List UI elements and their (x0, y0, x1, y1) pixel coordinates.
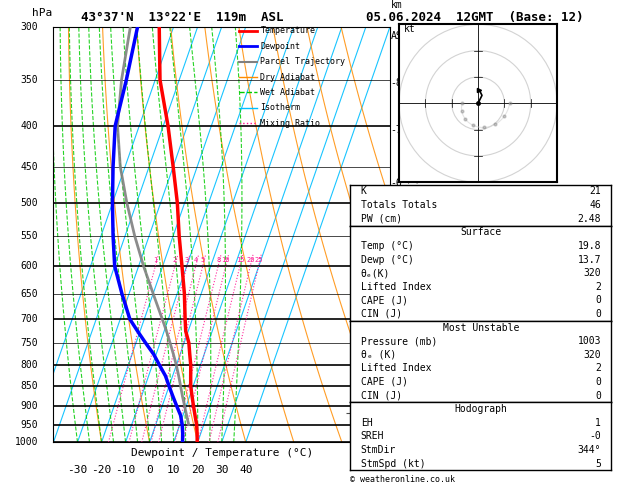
Text: 550: 550 (21, 231, 38, 241)
Text: 05.06.2024  12GMT  (Base: 12): 05.06.2024 12GMT (Base: 12) (366, 11, 584, 24)
Text: PW (cm): PW (cm) (361, 214, 402, 224)
Text: -20: -20 (91, 465, 112, 475)
Text: 900: 900 (21, 401, 38, 411)
Text: 40: 40 (239, 465, 252, 475)
Text: -7: -7 (391, 125, 403, 135)
Text: 700: 700 (21, 314, 38, 324)
Text: Dry Adiabat: Dry Adiabat (260, 72, 315, 82)
Text: 0: 0 (595, 309, 601, 319)
Text: -30: -30 (67, 465, 87, 475)
Text: Hodograph: Hodograph (454, 404, 508, 414)
Text: CIN (J): CIN (J) (361, 391, 402, 400)
Text: 2: 2 (595, 282, 601, 292)
Text: 450: 450 (21, 162, 38, 172)
Text: θₑ(K): θₑ(K) (361, 268, 390, 278)
Text: 20: 20 (191, 465, 204, 475)
Text: Lifted Index: Lifted Index (361, 364, 431, 373)
Text: -3: -3 (391, 319, 403, 329)
Text: 650: 650 (21, 289, 38, 298)
Text: © weatheronline.co.uk: © weatheronline.co.uk (350, 474, 455, 484)
Text: -0: -0 (589, 432, 601, 441)
Text: 850: 850 (21, 381, 38, 391)
Text: 25: 25 (254, 257, 263, 263)
Text: 0: 0 (595, 377, 601, 387)
Text: 350: 350 (21, 75, 38, 85)
Text: Mixing Ratio (g/kg): Mixing Ratio (g/kg) (409, 179, 418, 290)
X-axis label: Dewpoint / Temperature (°C): Dewpoint / Temperature (°C) (131, 448, 313, 458)
Text: 500: 500 (21, 198, 38, 208)
Text: 1: 1 (153, 257, 157, 263)
Text: -1: -1 (391, 381, 403, 391)
Text: CAPE (J): CAPE (J) (361, 377, 408, 387)
Text: Wet Adiabat: Wet Adiabat (260, 88, 315, 97)
Text: 600: 600 (21, 261, 38, 271)
Text: -10: -10 (116, 465, 136, 475)
Text: 0: 0 (146, 465, 153, 475)
Text: 1003: 1003 (577, 336, 601, 346)
Text: -2: -2 (391, 358, 403, 368)
Text: Most Unstable: Most Unstable (443, 323, 519, 332)
Text: Mixing Ratio: Mixing Ratio (260, 119, 320, 128)
Text: K: K (361, 187, 367, 196)
Text: 0: 0 (595, 391, 601, 400)
Text: StmSpd (kt): StmSpd (kt) (361, 459, 425, 469)
Text: -6: -6 (391, 178, 403, 188)
Text: 5: 5 (595, 459, 601, 469)
Text: CIN (J): CIN (J) (361, 309, 402, 319)
Text: kt: kt (404, 24, 416, 34)
Text: 21: 21 (589, 187, 601, 196)
Text: Pressure (mb): Pressure (mb) (361, 336, 437, 346)
Text: 950: 950 (21, 419, 38, 430)
Text: Surface: Surface (460, 227, 501, 237)
Text: km: km (391, 0, 403, 10)
Text: Dewp (°C): Dewp (°C) (361, 255, 414, 264)
Text: 10: 10 (167, 465, 181, 475)
Text: ASL: ASL (391, 31, 408, 41)
Text: StmDir: StmDir (361, 445, 396, 455)
Text: 8: 8 (216, 257, 220, 263)
Text: 1000: 1000 (15, 437, 38, 447)
Text: -LCL: -LCL (391, 409, 411, 418)
Text: CAPE (J): CAPE (J) (361, 295, 408, 305)
Text: -8: -8 (391, 78, 403, 88)
Text: 2: 2 (595, 364, 601, 373)
Text: 20: 20 (246, 257, 255, 263)
Text: θₑ (K): θₑ (K) (361, 350, 396, 360)
Text: 15: 15 (236, 257, 244, 263)
Text: 46: 46 (589, 200, 601, 210)
Text: 320: 320 (583, 350, 601, 360)
Text: 5: 5 (201, 257, 205, 263)
Text: -5: -5 (391, 228, 403, 238)
Text: 13.7: 13.7 (577, 255, 601, 264)
Text: Parcel Trajectory: Parcel Trajectory (260, 57, 345, 66)
Text: Dewpoint: Dewpoint (260, 42, 301, 51)
Text: Temp (°C): Temp (°C) (361, 241, 414, 251)
Text: Lifted Index: Lifted Index (361, 282, 431, 292)
Text: 750: 750 (21, 338, 38, 348)
Text: Totals Totals: Totals Totals (361, 200, 437, 210)
Text: Isotherm: Isotherm (260, 103, 301, 112)
Text: 0: 0 (595, 295, 601, 305)
Text: 800: 800 (21, 360, 38, 370)
Text: 300: 300 (21, 22, 38, 32)
Text: 10: 10 (221, 257, 230, 263)
Text: 30: 30 (215, 465, 228, 475)
Text: -4: -4 (391, 275, 403, 285)
Text: 1: 1 (595, 418, 601, 428)
Text: hPa: hPa (31, 8, 52, 18)
Text: SREH: SREH (361, 432, 384, 441)
Text: 3: 3 (185, 257, 189, 263)
Text: EH: EH (361, 418, 372, 428)
Text: 4: 4 (194, 257, 198, 263)
Text: Temperature: Temperature (260, 26, 315, 35)
Text: 2.48: 2.48 (577, 214, 601, 224)
Text: 2: 2 (173, 257, 177, 263)
Text: 19.8: 19.8 (577, 241, 601, 251)
Text: 400: 400 (21, 121, 38, 131)
Text: 344°: 344° (577, 445, 601, 455)
Text: 43°37'N  13°22'E  119m  ASL: 43°37'N 13°22'E 119m ASL (81, 11, 284, 24)
Text: 320: 320 (583, 268, 601, 278)
